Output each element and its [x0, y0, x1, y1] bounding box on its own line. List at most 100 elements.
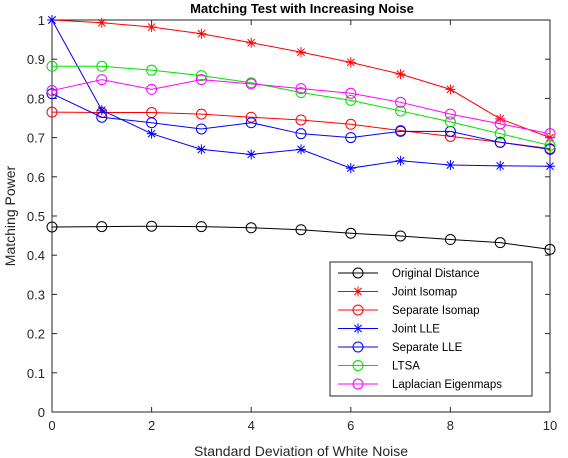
- y-tick-label: 0: [38, 405, 45, 420]
- data-point-separate-lle: [96, 111, 108, 123]
- y-tick-label: 0.7: [27, 131, 45, 146]
- data-point-joint-isomap: [445, 84, 456, 95]
- data-point-original-distance: [295, 224, 307, 236]
- legend-item-separate-lle: Separate LLE: [338, 341, 463, 354]
- series-joint-isomap: [47, 15, 555, 143]
- data-point-joint-lle: [495, 160, 506, 171]
- legend-label: Separate Isomap: [392, 305, 480, 317]
- legend-label: LTSA: [392, 361, 420, 373]
- y-tick-label: 0.3: [27, 287, 45, 302]
- data-point-joint-isomap: [196, 28, 207, 39]
- x-tick-label: 0: [48, 418, 55, 433]
- data-point-original-distance: [494, 237, 506, 249]
- data-point-joint-lle: [196, 144, 207, 155]
- legend-marker: [352, 341, 364, 353]
- legend-label: Joint LLE: [392, 324, 440, 336]
- data-point-joint-lle: [345, 163, 356, 174]
- legend-marker: [353, 286, 363, 297]
- y-axis-label: Matching Power: [2, 165, 18, 266]
- data-point-original-distance: [195, 221, 207, 233]
- legend-marker: [352, 267, 364, 279]
- data-point-joint-lle: [146, 128, 157, 139]
- data-point-laplacian-eigenmaps: [494, 118, 506, 130]
- series-line-original-distance: [51, 225, 551, 250]
- data-point-separate-isomap: [345, 118, 357, 130]
- legend-marker: [352, 304, 364, 316]
- y-tick-label: 0.8: [27, 91, 45, 106]
- data-point-original-distance: [245, 222, 257, 234]
- data-point-separate-lle: [245, 117, 257, 129]
- data-point-laplacian-eigenmaps: [195, 74, 207, 86]
- data-point-ltsa: [444, 116, 456, 128]
- data-point-joint-isomap: [96, 17, 107, 28]
- y-tick-label: 0.1: [27, 366, 45, 381]
- y-tick-label: 0.6: [27, 170, 45, 185]
- legend-item-ltsa: LTSA: [338, 360, 420, 373]
- x-axis-label: Standard Deviation of White Noise: [194, 443, 408, 458]
- legend-label: Separate LLE: [392, 342, 463, 354]
- data-point-laplacian-eigenmaps: [46, 85, 58, 97]
- x-tick-label: 4: [248, 418, 255, 433]
- data-point-joint-lle: [545, 161, 555, 172]
- legend-item-original-distance: Original Distance: [338, 267, 480, 280]
- data-point-joint-isomap: [246, 37, 257, 48]
- x-tick-label: 2: [148, 418, 155, 433]
- data-point-joint-isomap: [395, 69, 406, 80]
- legend-item-joint-lle: Joint LLE: [338, 323, 440, 336]
- legend-label: Original Distance: [392, 268, 480, 280]
- data-point-laplacian-eigenmaps: [96, 74, 108, 86]
- legend-item-joint-isomap: Joint Isomap: [338, 286, 457, 299]
- data-point-laplacian-eigenmaps: [544, 128, 556, 140]
- data-point-laplacian-eigenmaps: [146, 83, 158, 95]
- series-joint-lle: [47, 15, 555, 174]
- data-point-separate-isomap: [46, 106, 58, 118]
- data-point-separate-isomap: [195, 108, 207, 120]
- data-point-separate-lle: [146, 117, 158, 129]
- y-tick-label: 0.4: [27, 248, 45, 263]
- data-point-separate-lle: [195, 123, 207, 135]
- data-point-original-distance: [146, 220, 158, 232]
- y-tick-label: 0.2: [27, 327, 45, 342]
- data-point-original-distance: [96, 221, 108, 233]
- data-point-ltsa: [195, 70, 207, 82]
- data-point-joint-lle: [246, 149, 257, 160]
- legend: Original Distance Joint Isomap Separate Is…: [329, 261, 533, 397]
- data-point-ltsa: [544, 139, 556, 151]
- data-point-laplacian-eigenmaps: [395, 96, 407, 108]
- x-tick-label: 6: [347, 418, 354, 433]
- data-point-laplacian-eigenmaps: [444, 108, 456, 120]
- data-point-joint-lle: [395, 155, 406, 166]
- series-original-distance: [46, 220, 556, 255]
- x-tick-label: 8: [447, 418, 454, 433]
- series-separate-lle: [46, 88, 556, 155]
- data-point-ltsa: [46, 60, 58, 72]
- series-line-separate-lle: [51, 93, 551, 150]
- chart-title: Matching Test with Increasing Noise: [190, 1, 414, 16]
- data-point-original-distance: [395, 230, 407, 242]
- legend-marker: [352, 378, 364, 390]
- legend-marker: [352, 360, 364, 371]
- data-point-separate-lle: [295, 128, 307, 140]
- data-point-laplacian-eigenmaps: [295, 83, 307, 95]
- legend-item-laplacian-eigenmaps: Laplacian Eigenmaps: [338, 378, 502, 391]
- series-ltsa: [46, 60, 556, 151]
- series-line-separate-isomap: [51, 111, 551, 150]
- legend-item-separate-isomap: Separate Isomap: [338, 304, 480, 317]
- y-axis-ticks: 0 0.1 0.2 0.3 0.4 0.5 0.6 0.7 0.8 0.9 1: [27, 13, 550, 420]
- data-point-original-distance: [544, 243, 556, 255]
- data-point-ltsa: [295, 87, 307, 99]
- data-point-separate-lle: [395, 125, 407, 137]
- data-point-joint-lle: [445, 160, 456, 171]
- data-point-separate-lle: [46, 88, 58, 100]
- data-point-separate-lle: [544, 143, 556, 155]
- data-point-original-distance: [444, 234, 456, 246]
- data-point-separate-lle: [345, 132, 357, 144]
- legend-label: Joint Isomap: [392, 287, 457, 299]
- data-point-joint-isomap: [146, 22, 157, 33]
- data-point-separate-isomap: [295, 114, 307, 126]
- data-point-ltsa: [345, 94, 357, 106]
- data-point-separate-lle: [444, 125, 456, 137]
- series-layer: [46, 15, 556, 255]
- data-point-laplacian-eigenmaps: [345, 87, 357, 99]
